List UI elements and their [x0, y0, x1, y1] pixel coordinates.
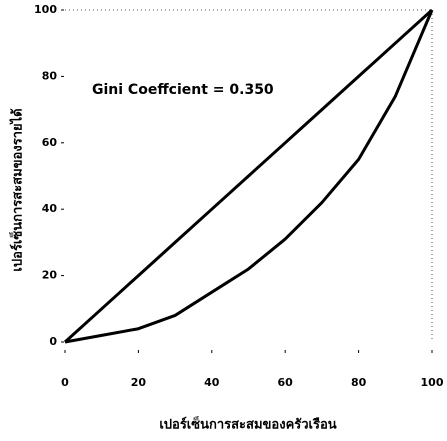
y-tick-label: 60	[42, 136, 58, 149]
x-tick-label: 0	[61, 376, 69, 389]
y-tick-label: 80	[42, 69, 58, 82]
line-series	[63, 8, 434, 344]
x-tick-label: 100	[421, 376, 444, 389]
y-tick-label: 100	[34, 3, 57, 16]
x-tick-label: 60	[278, 376, 294, 389]
y-axis-label: เปอร์เซ็นการสะสมของรายได้	[8, 108, 26, 271]
x-tick-label: 80	[351, 376, 367, 389]
y-tick-label: 40	[42, 202, 58, 215]
y-tick-label: 20	[42, 269, 58, 282]
y-tick-label: 0	[49, 335, 57, 348]
x-tick-label: 40	[204, 376, 220, 389]
x-tick-label: 20	[131, 376, 147, 389]
x-axis-label: เปอร์เซ็นการสะสมของครัวเรือน	[159, 415, 336, 433]
annotation: Gini Coeffcient = 0.350	[92, 82, 274, 98]
line-series	[64, 9, 434, 344]
